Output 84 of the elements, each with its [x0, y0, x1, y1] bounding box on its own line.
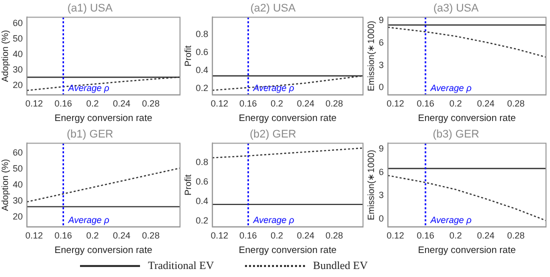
y-tick-label: 30: [12, 196, 23, 206]
y-tick-label: 3: [378, 190, 384, 200]
line-series: [212, 147, 363, 158]
x-tick-label: 0.24: [476, 230, 494, 241]
x-tick-label: 0.12: [386, 230, 404, 241]
x-tick-label: 0.24: [112, 230, 130, 241]
x-tick-label: 0.2: [86, 98, 99, 109]
x-tick-label: 0.16: [239, 98, 257, 109]
y-tick-label: 0.8: [196, 28, 208, 39]
y-tick-label: 60: [12, 18, 23, 28]
line-series: [26, 168, 180, 202]
x-axis-title: Energy conversion rate: [418, 244, 516, 256]
y-axis-title: Profit: [182, 45, 193, 67]
y-tick-label: 50: [12, 163, 23, 174]
x-tick-label: 0.16: [54, 98, 72, 109]
y-tick-label: 0.2: [196, 82, 208, 93]
y-tick-label: 40: [12, 48, 23, 59]
x-tick-label: 0.28: [507, 230, 525, 241]
y-tick-label: 0.8: [196, 157, 208, 168]
y-tick-label: 9: [378, 144, 384, 154]
x-tick-label: 0.28: [142, 230, 160, 241]
x-tick-label: 0.2: [270, 98, 284, 109]
chart-title: (b2) GER: [250, 128, 296, 141]
y-axis-title: Emission(∗1000): [366, 20, 376, 92]
x-tick-label: 0.28: [142, 98, 160, 109]
x-axis-title: Energy conversion rate: [238, 112, 337, 124]
ref-line-label: Average ρ: [67, 82, 110, 93]
y-axis-title: Emission(∗1000): [366, 150, 376, 220]
y-tick-label: 0: [378, 214, 384, 224]
x-axis-title: Energy conversion rate: [418, 112, 516, 124]
chart-title: (a1) USA: [67, 2, 114, 15]
chart-title: (a2) USA: [250, 2, 296, 15]
chart-title: (b1) GER: [66, 128, 114, 141]
legend-label: Bundled EV: [313, 260, 368, 272]
ref-line-label: Average ρ: [429, 214, 472, 225]
x-tick-label: 0.12: [386, 98, 404, 109]
y-tick-label: 9: [378, 15, 384, 26]
legend-label: Traditional EV: [148, 260, 214, 272]
x-tick-label: 0.12: [210, 98, 228, 109]
x-tick-label: 0.24: [476, 98, 494, 109]
y-tick-label: 0.6: [196, 46, 208, 57]
y-tick-label: 50: [12, 33, 23, 44]
y-tick-label: 6: [378, 37, 384, 48]
y-tick-label: 20: [12, 80, 23, 90]
x-tick-label: 0.12: [25, 230, 43, 241]
y-tick-label: 0.4: [196, 196, 208, 206]
x-tick-label: 0.16: [416, 98, 434, 109]
ref-line-label: Average ρ: [252, 82, 294, 93]
chart-title: (b3) GER: [432, 128, 480, 141]
ref-line-label: Average ρ: [429, 82, 472, 93]
x-axis-title: Energy conversion rate: [54, 112, 152, 124]
y-axis-title: Adoption (%): [0, 30, 10, 82]
x-tick-label: 0.28: [326, 98, 344, 109]
x-tick-label: 0.24: [112, 98, 130, 109]
x-tick-label: 0.12: [25, 98, 43, 109]
x-tick-label: 0.16: [239, 230, 257, 241]
y-tick-label: 6: [378, 166, 384, 177]
x-tick-label: 0.2: [449, 230, 462, 241]
x-tick-label: 0.24: [296, 98, 314, 109]
y-tick-label: 0.4: [196, 64, 208, 75]
ref-line-label: Average ρ: [252, 214, 294, 225]
chart-title: (a3) USA: [433, 2, 480, 15]
y-tick-label: 0.6: [196, 176, 208, 187]
y-tick-label: 3: [378, 60, 384, 70]
y-axis-title: Profit: [182, 174, 193, 196]
x-tick-label: 0.16: [416, 230, 434, 241]
x-tick-label: 0.28: [507, 98, 525, 109]
x-tick-label: 0.2: [449, 98, 462, 109]
y-tick-label: 0: [378, 82, 384, 92]
y-axis-title: Adoption (%): [0, 158, 10, 212]
x-tick-label: 0.12: [210, 230, 228, 241]
x-tick-label: 0.28: [326, 230, 344, 241]
x-axis-title: Energy conversion rate: [54, 244, 152, 256]
y-tick-label: 60: [12, 147, 23, 158]
y-tick-label: 0.2: [196, 215, 208, 226]
x-tick-label: 0.2: [86, 230, 99, 241]
x-tick-label: 0.2: [270, 230, 284, 241]
x-axis-title: Energy conversion rate: [238, 244, 337, 256]
ref-line-label: Average ρ: [67, 214, 110, 225]
x-tick-label: 0.24: [296, 230, 314, 241]
x-tick-label: 0.16: [54, 230, 72, 241]
y-tick-label: 40: [12, 179, 23, 190]
y-tick-label: 30: [12, 64, 23, 74]
y-tick-label: 20: [12, 212, 23, 222]
